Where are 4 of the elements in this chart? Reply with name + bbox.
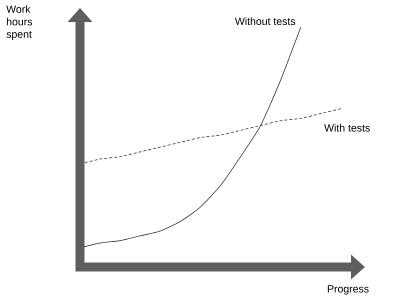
x-axis-title: Progress (328, 285, 369, 295)
series-label: With tests (324, 124, 370, 132)
y-axis-title: Work hours spent (6, 5, 32, 40)
series-label: Without tests (234, 17, 296, 26)
